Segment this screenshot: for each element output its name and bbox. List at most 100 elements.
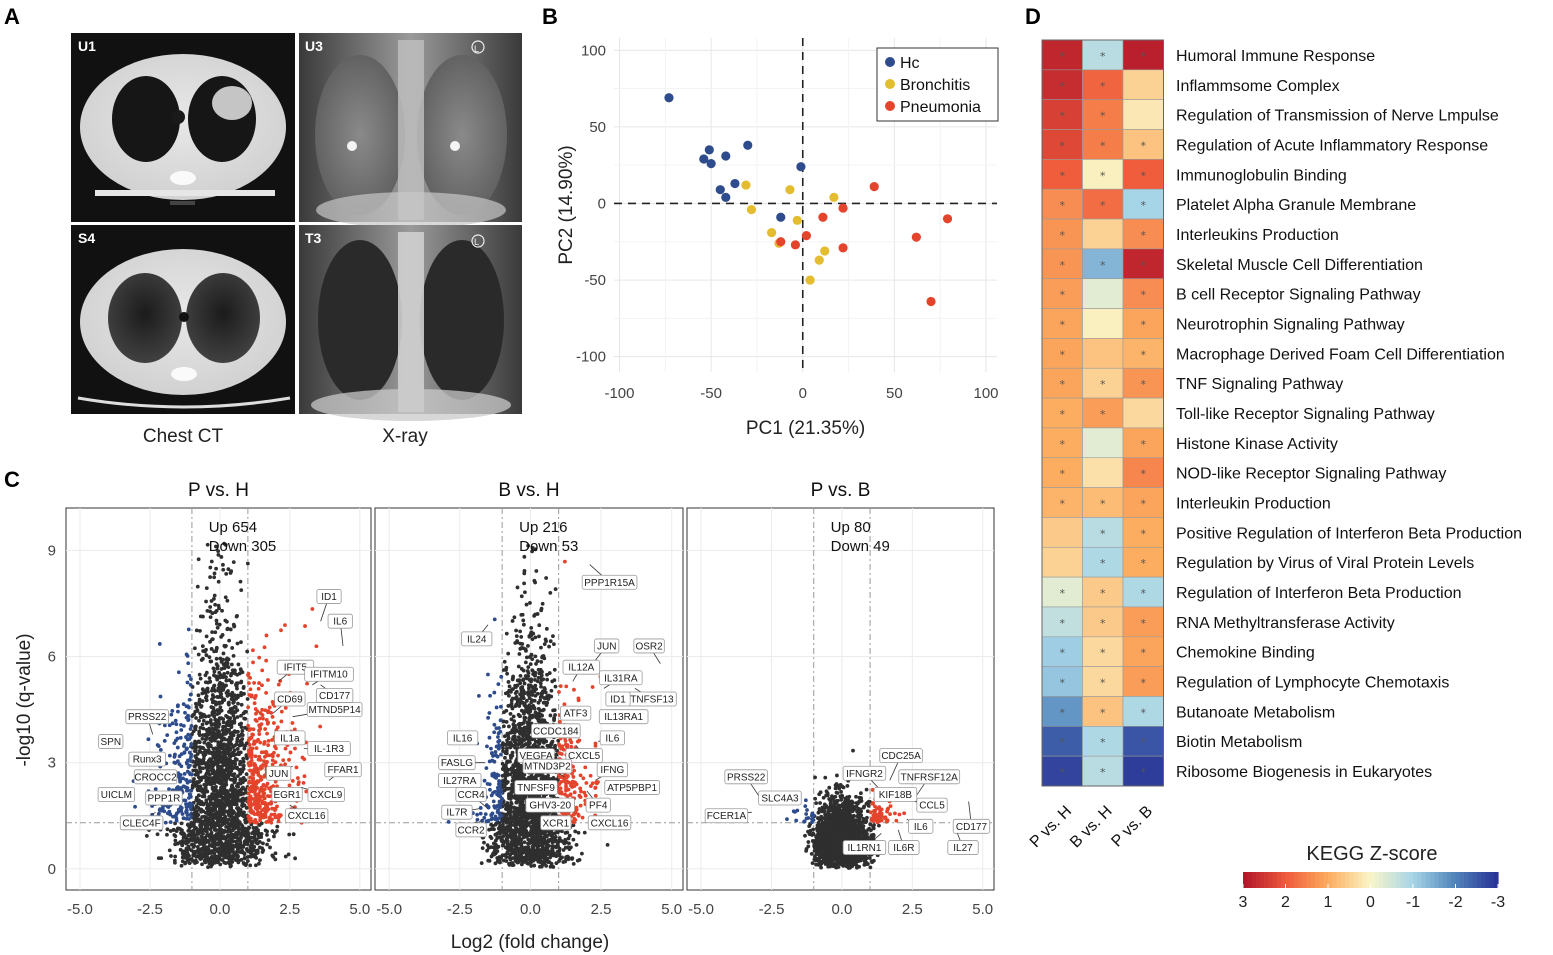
gene-point (238, 762, 242, 767)
gene-point (208, 680, 213, 684)
gene-label: Runx3 (133, 755, 162, 766)
gene-point (224, 782, 229, 787)
gene-point (531, 846, 536, 851)
gene-point (239, 857, 244, 862)
gene-point (502, 788, 507, 793)
gene-point (212, 793, 217, 798)
gene-point-significant (186, 714, 190, 719)
gene-point (225, 598, 230, 603)
gene-point (257, 754, 262, 759)
gene-point-significant (266, 720, 270, 725)
gene-point (526, 813, 531, 818)
gene-point (214, 815, 218, 820)
gene-point (240, 803, 245, 808)
gene-point (235, 736, 240, 741)
gene-point (211, 788, 216, 792)
gene-point (507, 693, 511, 698)
gene-point (529, 653, 534, 657)
gene-point-significant (262, 807, 266, 812)
gene-point (504, 859, 509, 863)
gene-point (529, 630, 534, 635)
gene-point (203, 811, 208, 815)
gene-point (216, 552, 221, 557)
gene-point (506, 651, 511, 656)
gene-point (502, 659, 507, 664)
gene-point (181, 776, 185, 781)
gene-point (214, 566, 219, 571)
gene-point (216, 745, 221, 750)
gene-point (537, 623, 542, 628)
gene-point (198, 769, 203, 774)
gene-point-significant (262, 759, 267, 764)
gene-point (180, 859, 185, 864)
gene-point (501, 724, 506, 729)
gene-point (216, 579, 221, 584)
gene-point (539, 606, 544, 611)
gene-point (498, 829, 503, 834)
gene-point (221, 666, 226, 671)
gene-point (184, 841, 189, 846)
gene-point (515, 585, 520, 590)
gene-point-significant (162, 739, 167, 743)
gene-point (551, 708, 555, 713)
gene-point (179, 863, 184, 868)
gene-point (204, 670, 209, 675)
gene-point (227, 757, 232, 762)
gene-point (557, 852, 562, 856)
gene-point (221, 717, 226, 722)
gene-point (236, 729, 240, 734)
panel-letter-d: D (1025, 4, 1041, 29)
gene-point (552, 718, 556, 723)
gene-point (214, 656, 219, 661)
gene-point (221, 651, 226, 656)
ct-image-u1: U1 (71, 33, 295, 222)
gene-point-significant (176, 670, 181, 675)
gene-point (229, 812, 233, 816)
gene-point (226, 702, 231, 707)
gene-point-significant (257, 732, 262, 737)
gene-point-significant (259, 764, 263, 769)
gene-point (213, 774, 218, 779)
gene-point (239, 588, 244, 593)
data-point-bronchitis (785, 185, 795, 195)
gene-point (492, 617, 497, 622)
gene-point (234, 614, 239, 619)
image-label-u1: U1 (78, 38, 96, 54)
gene-point (493, 861, 498, 866)
gene-point (236, 860, 241, 865)
gene-point (184, 652, 189, 657)
gene-point (231, 843, 235, 848)
gene-point (520, 832, 525, 837)
gene-point (245, 697, 250, 701)
gene-point (536, 843, 541, 848)
gene-point (235, 641, 240, 646)
gene-point (199, 834, 204, 839)
gene-point (217, 790, 222, 795)
gene-point (534, 569, 539, 573)
gene-point (479, 861, 484, 866)
gene-point (550, 844, 555, 848)
gene-point-significant (157, 808, 162, 813)
gene-label: FFAR1 (327, 765, 359, 776)
gene-point (229, 569, 234, 574)
gene-point (531, 821, 536, 826)
gene-point-significant (254, 798, 259, 803)
gene-point (193, 809, 198, 814)
gene-point-significant (187, 795, 191, 800)
gene-point (509, 845, 514, 850)
gene-point (245, 842, 250, 847)
gene-point-significant (248, 804, 253, 809)
gene-point (205, 686, 210, 691)
gene-point (173, 838, 178, 843)
gene-point (201, 759, 206, 764)
data-point-pneumonia (818, 212, 828, 222)
gene-point-significant (249, 693, 254, 698)
gene-point-significant (133, 804, 137, 809)
gene-point (504, 668, 508, 672)
gene-point (531, 838, 536, 843)
gene-point-significant (189, 742, 194, 746)
gene-point (243, 710, 247, 714)
gene-point (545, 847, 550, 851)
gene-point (202, 822, 207, 826)
gene-point (550, 834, 555, 839)
